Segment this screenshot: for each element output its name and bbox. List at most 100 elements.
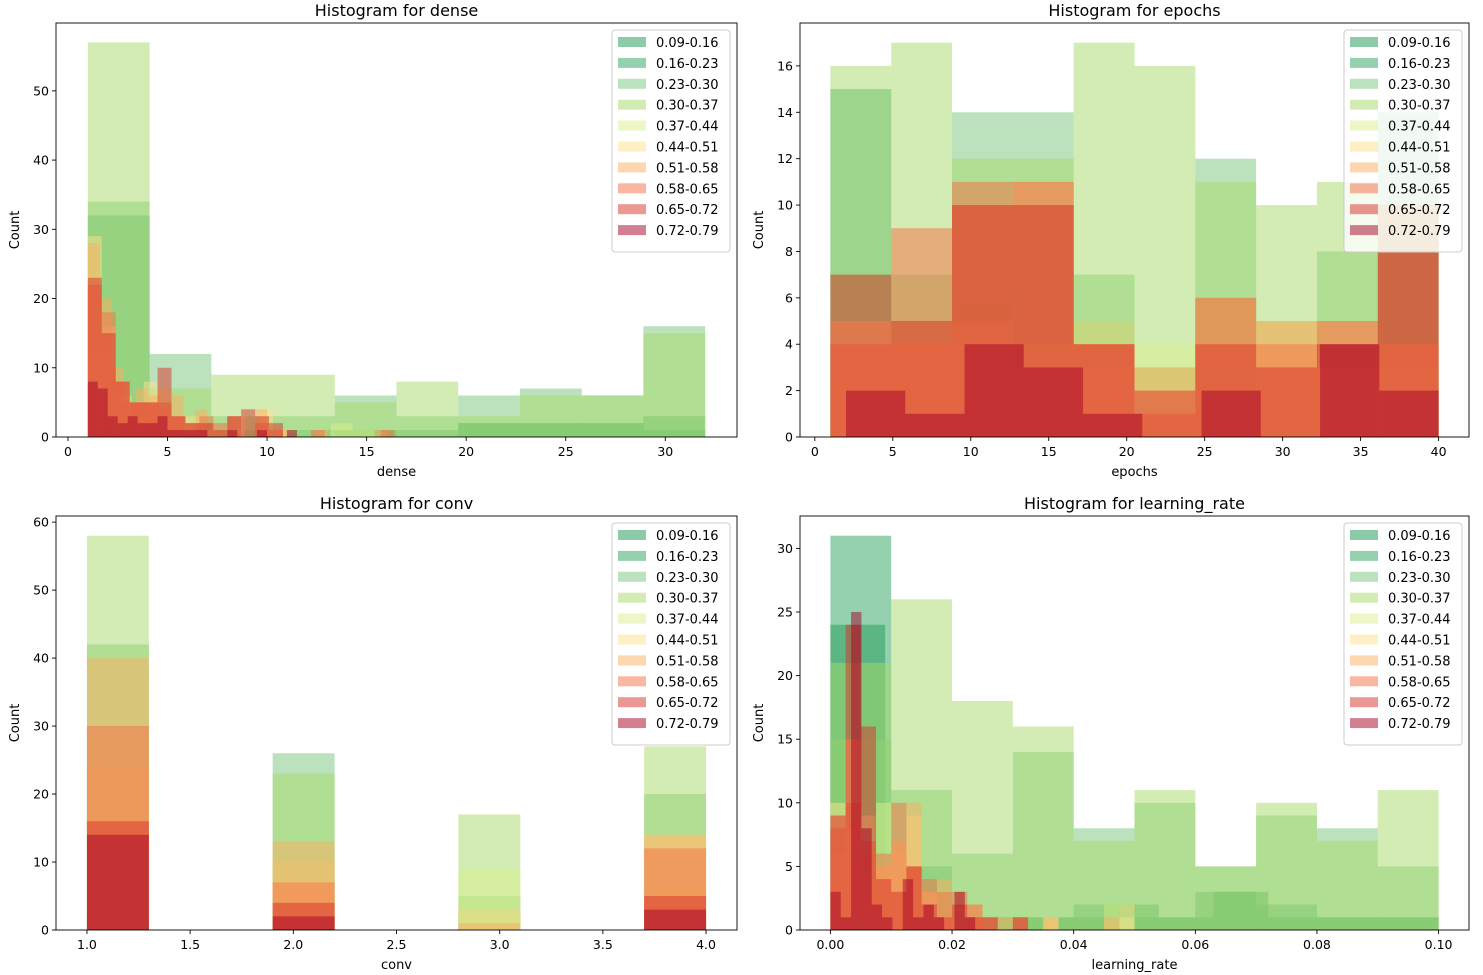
legend-swatch bbox=[1350, 550, 1378, 561]
legend-swatch bbox=[618, 120, 646, 131]
panel-title: Histogram for conv bbox=[320, 494, 473, 513]
legend-swatch bbox=[618, 78, 646, 89]
x-tick-label: 0.10 bbox=[1425, 937, 1453, 952]
histogram-bar bbox=[1379, 390, 1439, 437]
histogram-bar bbox=[1195, 866, 1257, 930]
histogram-bar bbox=[643, 333, 706, 437]
histogram-bar bbox=[882, 917, 893, 930]
x-tick-label: 0.08 bbox=[1303, 937, 1331, 952]
x-tick-label: 2.0 bbox=[283, 937, 303, 952]
histogram-bar bbox=[1012, 917, 1029, 930]
x-tick-label: 0 bbox=[811, 444, 819, 459]
histogram-bar bbox=[1119, 904, 1135, 930]
y-tick-label: 40 bbox=[33, 153, 49, 168]
histogram-bar bbox=[830, 891, 841, 930]
legend-label: 0.37-0.44 bbox=[1388, 120, 1451, 135]
bars bbox=[86, 535, 707, 930]
histogram-bar bbox=[257, 430, 268, 437]
x-tick-label: 10 bbox=[963, 444, 979, 459]
legend-label: 0.44-0.51 bbox=[656, 634, 719, 649]
legend-swatch bbox=[618, 204, 646, 215]
legend-label: 0.51-0.58 bbox=[1388, 654, 1451, 669]
histogram-bar bbox=[1320, 344, 1380, 437]
legend-label: 0.16-0.23 bbox=[1388, 550, 1451, 565]
histogram-bar bbox=[330, 423, 353, 437]
legend-swatch bbox=[618, 141, 646, 152]
histogram-bar bbox=[933, 917, 945, 930]
x-tick-label: 5 bbox=[164, 444, 172, 459]
histogram-bar bbox=[519, 395, 582, 437]
histogram-bar bbox=[86, 834, 149, 930]
legend-swatch bbox=[618, 183, 646, 194]
histogram-bar bbox=[1083, 413, 1143, 437]
histogram-bar bbox=[310, 430, 325, 437]
panel-learning-rate: 0.00 0.02 0.04 0.06 0.08 0.10 0 5 10 15 20 25 30 Hist… bbox=[752, 494, 1470, 973]
legend-swatch bbox=[618, 57, 646, 68]
histogram-bar bbox=[851, 612, 862, 930]
bars bbox=[830, 535, 1439, 930]
histogram-bar bbox=[923, 904, 934, 930]
legend-label: 0.09-0.16 bbox=[1388, 529, 1451, 544]
y-tick-label: 6 bbox=[785, 290, 793, 305]
x-tick-label: 30 bbox=[1275, 444, 1291, 459]
legend: 0.09-0.16 0.16-0.23 0.23-0.30 0.30-0.37 0.37… bbox=[1343, 522, 1463, 746]
histogram-bar bbox=[187, 430, 198, 437]
y-tick-label: 0 bbox=[41, 430, 49, 445]
histogram-bar bbox=[137, 423, 148, 437]
legend-swatch bbox=[618, 697, 646, 708]
x-axis-label: learning_rate bbox=[1092, 958, 1178, 973]
panel-title: Histogram for learning_rate bbox=[1024, 494, 1245, 514]
legend-swatch bbox=[618, 530, 646, 540]
y-axis-label: Count bbox=[8, 211, 23, 250]
x-tick-label: 10 bbox=[259, 444, 275, 459]
histogram-bar bbox=[167, 430, 178, 437]
legend-label: 0.37-0.44 bbox=[656, 613, 719, 628]
legend-label: 0.65-0.72 bbox=[1388, 696, 1451, 711]
y-tick-label: 2 bbox=[785, 383, 793, 398]
legend-swatch bbox=[1350, 162, 1378, 173]
legend-swatch bbox=[1350, 592, 1378, 603]
y-tick-label: 50 bbox=[33, 83, 49, 98]
legend-label: 0.72-0.79 bbox=[656, 717, 719, 732]
histogram-bar bbox=[1316, 840, 1378, 930]
legend-swatch bbox=[1350, 571, 1378, 582]
x-tick-label: 4.0 bbox=[696, 937, 716, 952]
legend-label: 0.51-0.58 bbox=[656, 654, 719, 669]
legend-swatch bbox=[1350, 676, 1378, 687]
legend-label: 0.37-0.44 bbox=[656, 120, 719, 135]
legend-label: 0.58-0.65 bbox=[1388, 182, 1451, 197]
histogram-bar bbox=[458, 923, 521, 930]
legend-swatch bbox=[618, 99, 646, 110]
x-tick-label: 20 bbox=[1119, 444, 1135, 459]
histogram-bar bbox=[396, 381, 459, 437]
y-tick-label: 30 bbox=[777, 541, 793, 556]
legend-swatch bbox=[1350, 183, 1378, 194]
y-tick-label: 4 bbox=[785, 337, 793, 352]
legend: 0.09-0.16 0.16-0.23 0.23-0.30 0.30-0.37 0.37… bbox=[1343, 29, 1463, 253]
legend-label: 0.30-0.37 bbox=[1388, 592, 1451, 607]
x-tick-label: 15 bbox=[359, 444, 375, 459]
x-tick-label: 25 bbox=[1197, 444, 1213, 459]
legend-label: 0.44-0.51 bbox=[1388, 634, 1451, 649]
histogram-bar bbox=[871, 904, 883, 930]
histogram-bar bbox=[644, 909, 707, 930]
histogram-bar bbox=[117, 423, 128, 437]
x-tick-label: 25 bbox=[558, 444, 574, 459]
x-tick-label: 30 bbox=[657, 444, 673, 459]
histogram-bar bbox=[905, 413, 965, 437]
axes-frame bbox=[799, 515, 1470, 931]
histogram-bar bbox=[1256, 802, 1317, 930]
y-tick-label: 10 bbox=[33, 360, 49, 375]
legend-swatch bbox=[618, 571, 646, 582]
x-tick-label: 0.04 bbox=[1060, 937, 1088, 952]
legend-label: 0.30-0.37 bbox=[1388, 99, 1451, 114]
histogram-bar bbox=[147, 423, 158, 437]
x-tick-label: 40 bbox=[1431, 444, 1447, 459]
legend-swatch bbox=[1350, 530, 1378, 540]
legend-swatch bbox=[618, 225, 646, 236]
y-tick-label: 10 bbox=[777, 198, 793, 213]
histogram-bar bbox=[97, 388, 108, 437]
histogram-bar bbox=[157, 416, 168, 437]
legend-label: 0.30-0.37 bbox=[656, 592, 719, 607]
